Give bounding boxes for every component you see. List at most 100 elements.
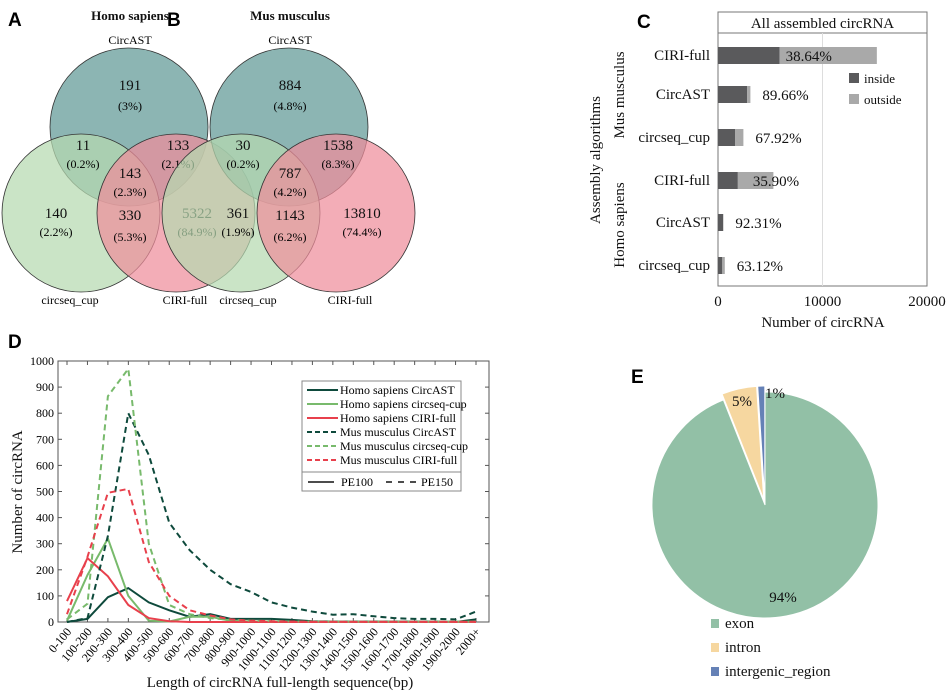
- data-label: 38.64%: [786, 49, 832, 65]
- panel-label-d: D: [8, 332, 22, 353]
- series-line-mus-musculus-circast: [66, 409, 477, 623]
- region-count-circseq_ciri: 1143: [275, 208, 304, 224]
- slice-label-exon: 94%: [769, 590, 797, 606]
- region-pct-circast_circseq: (0.2%): [227, 157, 260, 171]
- venn-mus-musculus: Mus musculus CircAST circseq_cup CIRI-full 8…: [161, 8, 416, 307]
- set-label-circseq-cup: circseq_cup: [41, 293, 98, 307]
- bar-outside: [747, 86, 751, 103]
- bar-outside: [722, 257, 725, 274]
- set-label-ciri-full: CIRI-full: [328, 293, 373, 307]
- group-label-mus-musculus: Mus musculus: [612, 51, 628, 138]
- chart-title: All assembled circRNA: [751, 16, 894, 32]
- region-count-circast_only: 884: [279, 78, 302, 94]
- legend-swatch-inside: [849, 73, 859, 83]
- legend-box: [301, 380, 462, 492]
- y-tick-label: 0: [48, 615, 54, 629]
- x-tick-label: 0: [714, 294, 722, 310]
- y-tick-label: 400: [36, 511, 54, 525]
- data-label: 63.12%: [737, 259, 783, 275]
- bar-inside: [718, 86, 748, 103]
- legend-label: Homo sapiens CircAST: [340, 383, 455, 397]
- category-label: CIRI-full: [654, 173, 710, 189]
- line-chart-length: 010020030040050060070080090010000-100100…: [10, 354, 490, 691]
- panel-label-a: A: [8, 10, 22, 31]
- legend-swatch-exon: [711, 619, 719, 628]
- set-label-ciri-full: CIRI-full: [163, 293, 208, 307]
- legend-label-intergenic_region: intergenic_region: [725, 664, 831, 680]
- y-tick-label: 600: [36, 458, 54, 472]
- slice-label-intergenic: 1%: [765, 386, 785, 402]
- series-line-mus-musculus-ciri-full: [66, 487, 476, 623]
- region-pct-circseq_ciri: (5.3%): [114, 230, 147, 244]
- bar-inside: [718, 47, 780, 64]
- series-line-homo-sapiens-ciri-full: [66, 556, 476, 623]
- circle-ciri-full: [256, 133, 416, 293]
- data-label: 67.92%: [755, 131, 801, 147]
- region-count-circast_only: 191: [119, 78, 142, 94]
- region-count-circseq_ciri: 330: [119, 208, 142, 224]
- y-axis-label: Number of circRNA: [10, 430, 26, 553]
- legend-label: Homo sapiens CIRI-full: [340, 411, 457, 425]
- region-pct-circseq_ciri: (6.2%): [274, 230, 307, 244]
- y-tick-label: 300: [36, 537, 54, 551]
- y-tick-label: 200: [36, 563, 54, 577]
- venn-title: Homo sapiens: [91, 8, 169, 23]
- group-label-homo-sapiens: Homo sapiens: [612, 182, 628, 268]
- bar-inside: [718, 257, 723, 274]
- legend-swatch-intron: [711, 643, 719, 652]
- bar-inside: [718, 214, 724, 231]
- region-count-circast_circseq: 11: [76, 138, 90, 154]
- panel-label-c: C: [637, 12, 651, 33]
- y-tick-label: 800: [36, 406, 54, 420]
- legend-swatch-outside: [849, 94, 859, 104]
- legend-label: Mus musculus CIRI-full: [340, 453, 458, 467]
- region-count-circseq_only: 140: [45, 206, 68, 222]
- bar-chart-assembled: All assembled circRNA CIRI-full 38.64% Circ…: [588, 11, 946, 331]
- pie-slice-intergenic_region: [757, 385, 766, 500]
- category-label: circseq_cup: [638, 130, 710, 146]
- set-label-circast: CircAST: [108, 33, 152, 47]
- category-label: CIRI-full: [654, 48, 710, 64]
- region-pct-all_three: (2.3%): [114, 185, 147, 199]
- category-label: CircAST: [656, 87, 710, 103]
- y-axis-label: Assembly algorithms: [588, 96, 604, 224]
- y-tick-label: 100: [36, 589, 54, 603]
- region-count-circast_ciri: 1538: [323, 138, 353, 154]
- x-tick-label: 20000: [908, 294, 946, 310]
- legend-label-outside: outside: [864, 92, 902, 107]
- legend-label: Mus musculus circseq-cup: [340, 439, 468, 453]
- legend-swatch-intergenic_region: [711, 667, 719, 676]
- category-label: circseq_cup: [638, 258, 710, 274]
- legend-label-intron: intron: [725, 640, 761, 656]
- legend-label-pe100: PE100: [341, 475, 373, 489]
- region-count-all_three: 787: [279, 166, 302, 182]
- legend-label-exon: exon: [725, 616, 755, 632]
- region-pct-all_three: (4.2%): [274, 185, 307, 199]
- pie-slice-intron: [721, 385, 765, 500]
- bar-outside: [779, 47, 877, 64]
- region-count-all_three: 143: [119, 166, 142, 182]
- pie-chart-region: 94% 5% 1% exon intron intergenic_region: [651, 385, 879, 680]
- data-label: 35.90%: [753, 174, 799, 190]
- legend-label: Homo sapiens circseq-cup: [340, 397, 467, 411]
- region-pct-circast_only: (3%): [118, 99, 142, 113]
- category-label: CircAST: [656, 215, 710, 231]
- region-count-circast_circseq: 30: [236, 138, 251, 154]
- data-label: 92.31%: [735, 216, 781, 232]
- region-pct-ciri_only: (74.4%): [343, 225, 382, 239]
- venn-diagrams: Homo sapiens CircAST circseq_cup CIRI-full 1…: [1, 8, 416, 307]
- bar-outside: [737, 172, 774, 189]
- set-label-circseq-cup: circseq_cup: [219, 293, 276, 307]
- y-tick-label: 1000: [30, 354, 54, 368]
- set-label-circast: CircAST: [268, 33, 312, 47]
- region-pct-circast_ciri: (8.3%): [322, 157, 355, 171]
- x-axis-label: Number of circRNA: [761, 315, 884, 331]
- legend-label-pe150: PE150: [421, 475, 453, 489]
- pie-slice-exon: [651, 391, 879, 619]
- y-tick-label: 500: [36, 485, 54, 499]
- region-count-circseq_only: 361: [227, 206, 250, 222]
- panel-label-b: B: [167, 10, 181, 31]
- region-pct-circast_circseq: (0.2%): [67, 157, 100, 171]
- bar-inside: [718, 172, 738, 189]
